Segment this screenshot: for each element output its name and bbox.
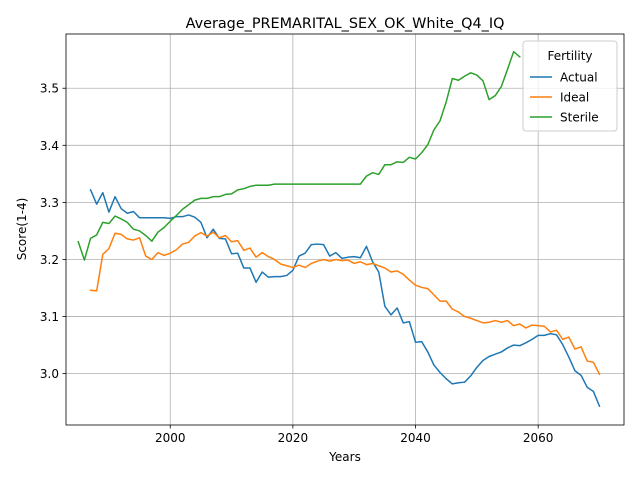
series-line-ideal — [89, 231, 601, 376]
legend-label-actual: Actual — [560, 71, 598, 85]
legend-title: Fertility — [547, 49, 592, 63]
legend: Fertility Actual Ideal Sterile — [522, 40, 618, 132]
x-tick-label: 2040 — [400, 431, 431, 445]
y-axis-ticks: 3.0 3.1 3.2 3.3 3.4 3.5 — [40, 82, 66, 381]
legend-label-sterile: Sterile — [560, 111, 599, 125]
x-tick-label: 2020 — [278, 431, 309, 445]
plot-frame — [65, 33, 625, 426]
x-tick-label: 2060 — [523, 431, 554, 445]
chart-title: Average_PREMARITAL_SEX_OK_White_Q4_IQ — [186, 16, 505, 32]
y-tick-label: 3.3 — [40, 196, 59, 210]
legend-box — [522, 40, 618, 132]
series-lines — [77, 50, 601, 408]
legend-label-ideal: Ideal — [560, 91, 589, 105]
y-tick-label: 3.4 — [40, 139, 59, 153]
y-tick-label: 3.1 — [40, 310, 59, 324]
y-tick-label: 3.2 — [40, 253, 59, 267]
y-tick-label: 3.0 — [40, 367, 59, 381]
legend-entries: Actual Ideal Sterile — [530, 71, 599, 125]
x-tick-label: 2000 — [155, 431, 186, 445]
x-axis-ticks: 2000 2020 2040 2060 — [155, 425, 553, 445]
x-axis-title: Years — [328, 450, 361, 464]
y-tick-label: 3.5 — [40, 82, 59, 96]
y-axis-title: Score(1-4) — [15, 198, 29, 261]
series-line-sterile — [77, 50, 521, 261]
